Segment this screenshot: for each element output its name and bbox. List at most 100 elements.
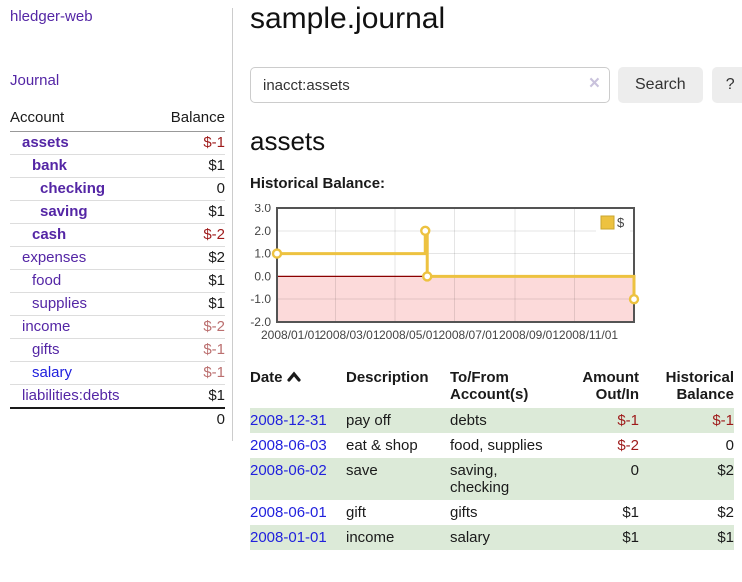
svg-text:-1.0: -1.0: [250, 292, 271, 306]
account-row: assets $-1: [10, 132, 225, 155]
historical-balance-chart: 3.0 2.0 1.0 0.0 -1.0 -2.0 2008/01/01 2008/03/01…: [250, 201, 650, 346]
search-input[interactable]: [250, 67, 610, 103]
column-header-amount: Amount Out/In: [582, 369, 639, 403]
account-balance: $-2: [153, 223, 225, 247]
transaction-date-link[interactable]: 2008-06-01: [250, 504, 327, 521]
svg-text:1.0: 1.0: [254, 247, 271, 261]
app-brand-link[interactable]: hledger-web: [10, 8, 93, 25]
account-row: saving $1: [10, 200, 225, 224]
transaction-balance: $2: [717, 462, 734, 479]
transaction-accounts: salary: [450, 529, 491, 546]
page: hledger-web Journal Account Balance asse…: [0, 0, 742, 550]
transaction-date-link[interactable]: 2008-06-02: [250, 462, 327, 479]
account-link-assets[interactable]: assets: [22, 134, 69, 151]
svg-text:2008/11/01: 2008/11/01: [559, 328, 618, 342]
transaction-accounts: debts: [450, 412, 487, 429]
accounts-total-value: 0: [153, 407, 225, 431]
transaction-row: 2008-06-01 gift gifts $1 $2: [250, 500, 734, 525]
transaction-row: 2008-06-03 eat & shop food, supplies $-2…: [250, 433, 734, 458]
transaction-date-link[interactable]: 2008-12-31: [250, 412, 327, 429]
account-balance: $1: [153, 292, 225, 316]
account-row: gifts $-1: [10, 338, 225, 362]
transaction-accounts: saving, checking: [450, 462, 510, 496]
search-field-wrapper: ×: [250, 67, 610, 103]
account-link-income[interactable]: income: [22, 318, 71, 335]
account-link-liabilities-debts[interactable]: liabilities:debts: [22, 387, 120, 404]
column-header-date[interactable]: Date: [250, 367, 346, 408]
transaction-amount: $1: [622, 504, 639, 521]
transaction-row: 2008-01-01 income salary $1 $1: [250, 525, 734, 550]
column-header-description: Description: [346, 369, 429, 386]
account-balance: $2: [153, 246, 225, 270]
svg-text:0.0: 0.0: [254, 269, 271, 283]
accounts-header-account: Account: [10, 106, 154, 132]
main-content: sample.journal × Search ? assets Histori…: [233, 0, 742, 550]
account-link-cash[interactable]: cash: [32, 226, 67, 243]
account-link-checking[interactable]: checking: [40, 180, 106, 197]
svg-text:2008/05/01: 2008/05/01: [379, 328, 439, 342]
transaction-row: 2008-12-31 pay off debts $-1 $-1: [250, 408, 734, 433]
column-header-accounts: To/From Account(s): [450, 369, 529, 403]
account-balance: 0: [153, 177, 225, 201]
transaction-balance: $2: [717, 504, 734, 521]
account-balance: $-2: [153, 315, 225, 339]
account-balance: $1: [153, 384, 225, 408]
svg-text:2008/09/01: 2008/09/01: [499, 328, 559, 342]
page-title: sample.journal: [250, 2, 446, 35]
account-link-food[interactable]: food: [32, 272, 62, 289]
transaction-date-link[interactable]: 2008-06-03: [250, 437, 327, 454]
account-row: income $-2: [10, 315, 225, 339]
transaction-accounts: food, supplies: [450, 437, 543, 454]
clear-search-icon[interactable]: ×: [588, 73, 600, 94]
account-link-bank[interactable]: bank: [32, 157, 68, 174]
transaction-date-link[interactable]: 2008-01-01: [250, 529, 327, 546]
account-balance: $1: [153, 200, 225, 224]
chart-canvas: 3.0 2.0 1.0 0.0 -1.0 -2.02008/01/012008/03/01…: [250, 201, 640, 342]
transaction-accounts: gifts: [450, 504, 478, 521]
sort-ascending-icon: [286, 369, 301, 386]
sidebar-panel: hledger-web Journal Account Balance asse…: [10, 8, 233, 441]
account-link-saving[interactable]: saving: [40, 203, 88, 220]
account-row: checking 0: [10, 177, 225, 201]
account-link-gifts[interactable]: gifts: [32, 341, 60, 358]
account-row: bank $1: [10, 154, 225, 178]
transaction-amount: $-1: [617, 412, 639, 429]
transaction-description: income: [346, 529, 395, 546]
transaction-description: save: [346, 462, 378, 479]
account-link-salary[interactable]: salary: [32, 364, 73, 381]
svg-text:2008/01/01: 2008/01/01: [261, 328, 321, 342]
account-balance: $1: [153, 269, 225, 293]
svg-text:-2.0: -2.0: [250, 315, 271, 329]
transaction-balance: 0: [725, 437, 734, 454]
svg-text:3.0: 3.0: [254, 204, 271, 215]
account-row: cash $-2: [10, 223, 225, 247]
account-balance: $-1: [153, 338, 225, 362]
svg-text:$: $: [617, 215, 625, 230]
transaction-amount: $1: [622, 529, 639, 546]
account-link-supplies[interactable]: supplies: [32, 295, 88, 312]
transaction-amount: 0: [630, 462, 639, 479]
account-row: supplies $1: [10, 292, 225, 316]
accounts-header-balance: Balance: [153, 106, 225, 132]
transaction-row: 2008-06-02 save saving, checking 0 $2: [250, 458, 734, 500]
accounts-total-row: 0: [10, 407, 225, 431]
account-row: expenses $2: [10, 246, 225, 270]
sidebar: hledger-web Journal Account Balance asse…: [0, 0, 233, 550]
svg-text:2.0: 2.0: [254, 224, 271, 238]
account-link-expenses[interactable]: expenses: [22, 249, 87, 266]
svg-text:2008/07/01: 2008/07/01: [439, 328, 499, 342]
account-balance: $-1: [153, 361, 225, 385]
help-button[interactable]: ?: [711, 67, 742, 103]
search-bar: × Search ?: [250, 67, 742, 103]
transaction-amount: $-2: [617, 437, 639, 454]
account-row: salary $-1: [10, 361, 225, 385]
account-balance: $1: [153, 154, 225, 178]
transaction-balance: $-1: [712, 412, 734, 429]
transactions-table: Date Description To/From Account(s) Amou…: [250, 367, 734, 550]
account-balance: $-1: [203, 134, 225, 151]
transaction-description: gift: [346, 504, 367, 521]
search-button[interactable]: Search: [618, 67, 703, 103]
transactions-header-row: Date Description To/From Account(s) Amou…: [250, 367, 734, 408]
transaction-description: pay off: [346, 412, 391, 429]
sidebar-item-journal[interactable]: Journal: [10, 72, 60, 89]
